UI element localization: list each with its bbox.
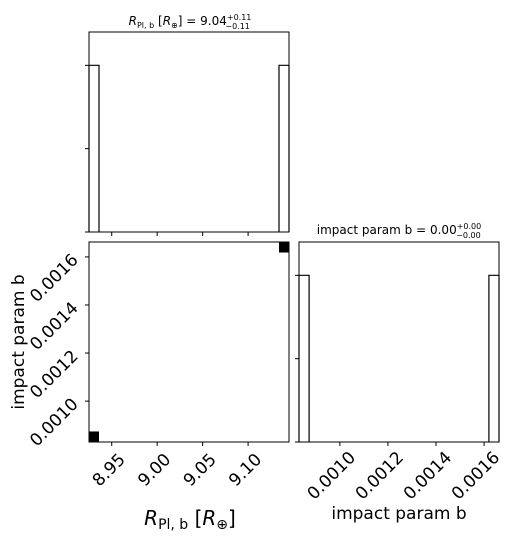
impact-histogram-frame	[298, 241, 500, 443]
impact-x-tick-label: 0.0012	[352, 448, 408, 504]
scatter-x-tick-label: 9.10	[225, 450, 266, 491]
joint-scatter-x-ticks: 8.95 9.00 9.05 9.10	[89, 442, 266, 491]
radius-histogram-title: RPl, b [R⊕] = 9.04+0.11 −0.11	[129, 13, 252, 31]
scatter-y-tick-label: 0.0012	[26, 346, 82, 402]
radius-histogram-frame	[88, 31, 290, 233]
scatter-x-tick-label: 9.00	[134, 450, 175, 491]
scatter-x-tick-label: 8.95	[89, 450, 130, 491]
joint-scatter-points	[89, 242, 289, 442]
joint-scatter-panel: 8.95 9.00 9.05 9.10 0.00100.00120.00140.001…	[9, 241, 290, 533]
radius-histogram-panel: RPl, b [R⊕] = 9.04+0.11 −0.11	[85, 13, 299, 443]
impact-histogram-panel: impact param b = 0.00+0.00 −0.00 0.00100.…	[298, 222, 504, 524]
impact-histogram-title: impact param b = 0.00+0.00 −0.00	[317, 222, 481, 240]
scatter-point	[89, 431, 99, 442]
radius-histogram-y-ticks	[85, 64, 299, 443]
impact-x-tick-label: 0.0010	[304, 448, 360, 504]
scatter-y-tick-label: 0.0016	[26, 250, 82, 306]
radius-histogram-bars	[88, 64, 290, 232]
impact-x-tick-label: 0.0014	[400, 448, 456, 504]
scatter-y-tick-label: 0.0014	[26, 298, 82, 354]
impact-histogram-bars	[298, 274, 500, 442]
joint-scatter-x-label: RPl, b [R⊕]	[144, 506, 236, 533]
joint-scatter-y-label: impact param b	[9, 274, 29, 409]
joint-scatter-frame	[88, 241, 290, 443]
scatter-x-tick-label: 9.05	[180, 450, 221, 491]
impact-histogram-x-label: impact param b	[331, 504, 466, 524]
impact-x-tick-label: 0.0016	[448, 448, 504, 504]
scatter-point	[279, 242, 289, 253]
scatter-y-tick-label: 0.0010	[26, 395, 82, 451]
